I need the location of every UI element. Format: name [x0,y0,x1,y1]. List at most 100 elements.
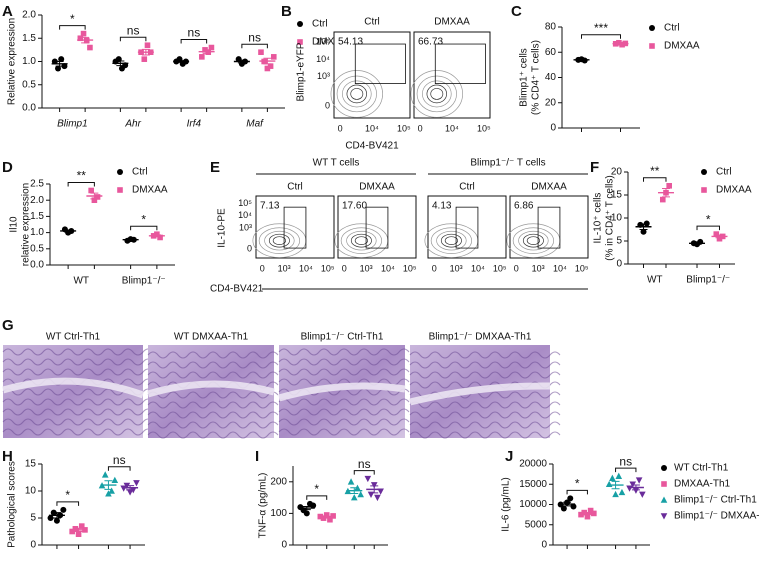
sample-label: Ctrl [459,182,475,193]
data-point [626,485,633,492]
panel-letter: C [511,3,522,20]
y-axis-label: relative expression [21,183,32,266]
data-point [88,187,94,194]
sample-label: Ctrl [287,182,303,193]
data-point [716,235,723,242]
gate-percentage: 17.60 [342,201,367,212]
image-caption: Blimp1⁻/⁻ DMXAA-Th1 [429,332,532,343]
x-tick-label: 10⁵ [477,123,491,133]
data-point [55,65,62,72]
data-point [619,41,625,48]
x-tick-label: 0 [342,263,347,273]
data-point [713,231,720,237]
significance-bracket [566,489,588,495]
y-tick-label: 15 [611,190,623,201]
y-tick-label: 100 [270,508,287,519]
x-tick-label: Blimp1 [57,119,88,130]
data-point [264,65,271,72]
data-point [258,49,264,55]
y-tick-label: 15 [25,459,37,470]
data-point [310,502,317,509]
significance-label: * [65,488,70,502]
y-tick-label: 60 [545,47,557,58]
contour [422,80,452,108]
y-tick-label: 0 [550,123,556,134]
significance-bracket [241,43,268,49]
error-bar [263,57,272,65]
y-axis-label: IL-10⁺ cells [593,193,604,244]
error-bar [631,484,640,491]
data-point [297,21,303,27]
error-bar [639,223,648,230]
data-point [701,169,707,175]
contour [346,84,368,104]
data-point [69,528,75,535]
significance-bracket [130,225,158,231]
error-bar [583,512,592,516]
x-tick-label: 0 [338,123,343,133]
gate [283,206,307,249]
data-point [267,63,274,69]
group-label: WT T cells [313,158,360,169]
y-axis-label: IL-6 (pg/mL) [501,477,512,531]
contour [268,233,290,248]
data-point [616,39,622,46]
panel-letter: D [2,159,13,176]
data-point [51,58,58,65]
panel-letter: F [590,159,599,176]
data-point [235,56,242,63]
significance-label: ns [127,23,140,37]
significance-bracket [180,39,208,44]
legend-label: DMXAA [132,185,168,196]
y-tick-label: 10000 [519,499,547,510]
error-bar [52,512,61,519]
significance-bracket [119,36,147,42]
gate-percentage: 7.13 [260,201,280,212]
data-point [77,35,84,42]
error-bar [90,192,99,200]
y-tick-label: 20 [545,97,557,108]
data-point [567,495,574,502]
data-point [330,513,336,519]
image-caption: Blimp1⁻/⁻ Ctrl-Th1 [301,332,384,343]
data-point [297,39,303,45]
contour [340,227,383,254]
y-tick-label: 2.0 [30,195,44,206]
data-point [639,491,646,498]
y-tick-label: 2.0 [22,10,36,21]
gate [434,43,486,85]
data-point [660,513,668,520]
y-axis-label: Pathological scores [7,461,18,548]
data-point [126,489,134,496]
panel-letter: H [2,448,13,465]
legend-label: DMXAA [716,185,752,196]
image-caption: WT Ctrl-Th1 [46,332,101,343]
x-tick-label: 10³ [450,263,463,273]
y-tick-label: 5000 [525,519,548,530]
error-bar [74,527,83,532]
contour [346,230,377,251]
data-point [154,231,160,238]
significance-bracket [615,467,637,473]
x-tick-label: 10³ [278,263,291,273]
x-tick-label: 10⁵ [575,263,589,273]
x-tick-label: 10⁵ [397,123,411,133]
data-point [60,506,67,513]
data-point [111,476,119,483]
data-point [117,169,123,175]
x-tick-label: WT [647,275,663,286]
y-tick-label: 0 [30,540,36,551]
contour [264,230,295,251]
contour [426,84,448,104]
x-axis-label: CD4-BV421 [210,284,264,295]
error-bar [616,42,625,45]
data-point [350,494,358,501]
x-tick-label: Irf4 [187,119,202,130]
gate [354,43,406,85]
data-point [632,487,640,494]
data-point [91,197,98,203]
error-bar [126,238,135,241]
y-tick-label: 5 [30,513,36,524]
sample-label: DMXAA [531,182,567,193]
